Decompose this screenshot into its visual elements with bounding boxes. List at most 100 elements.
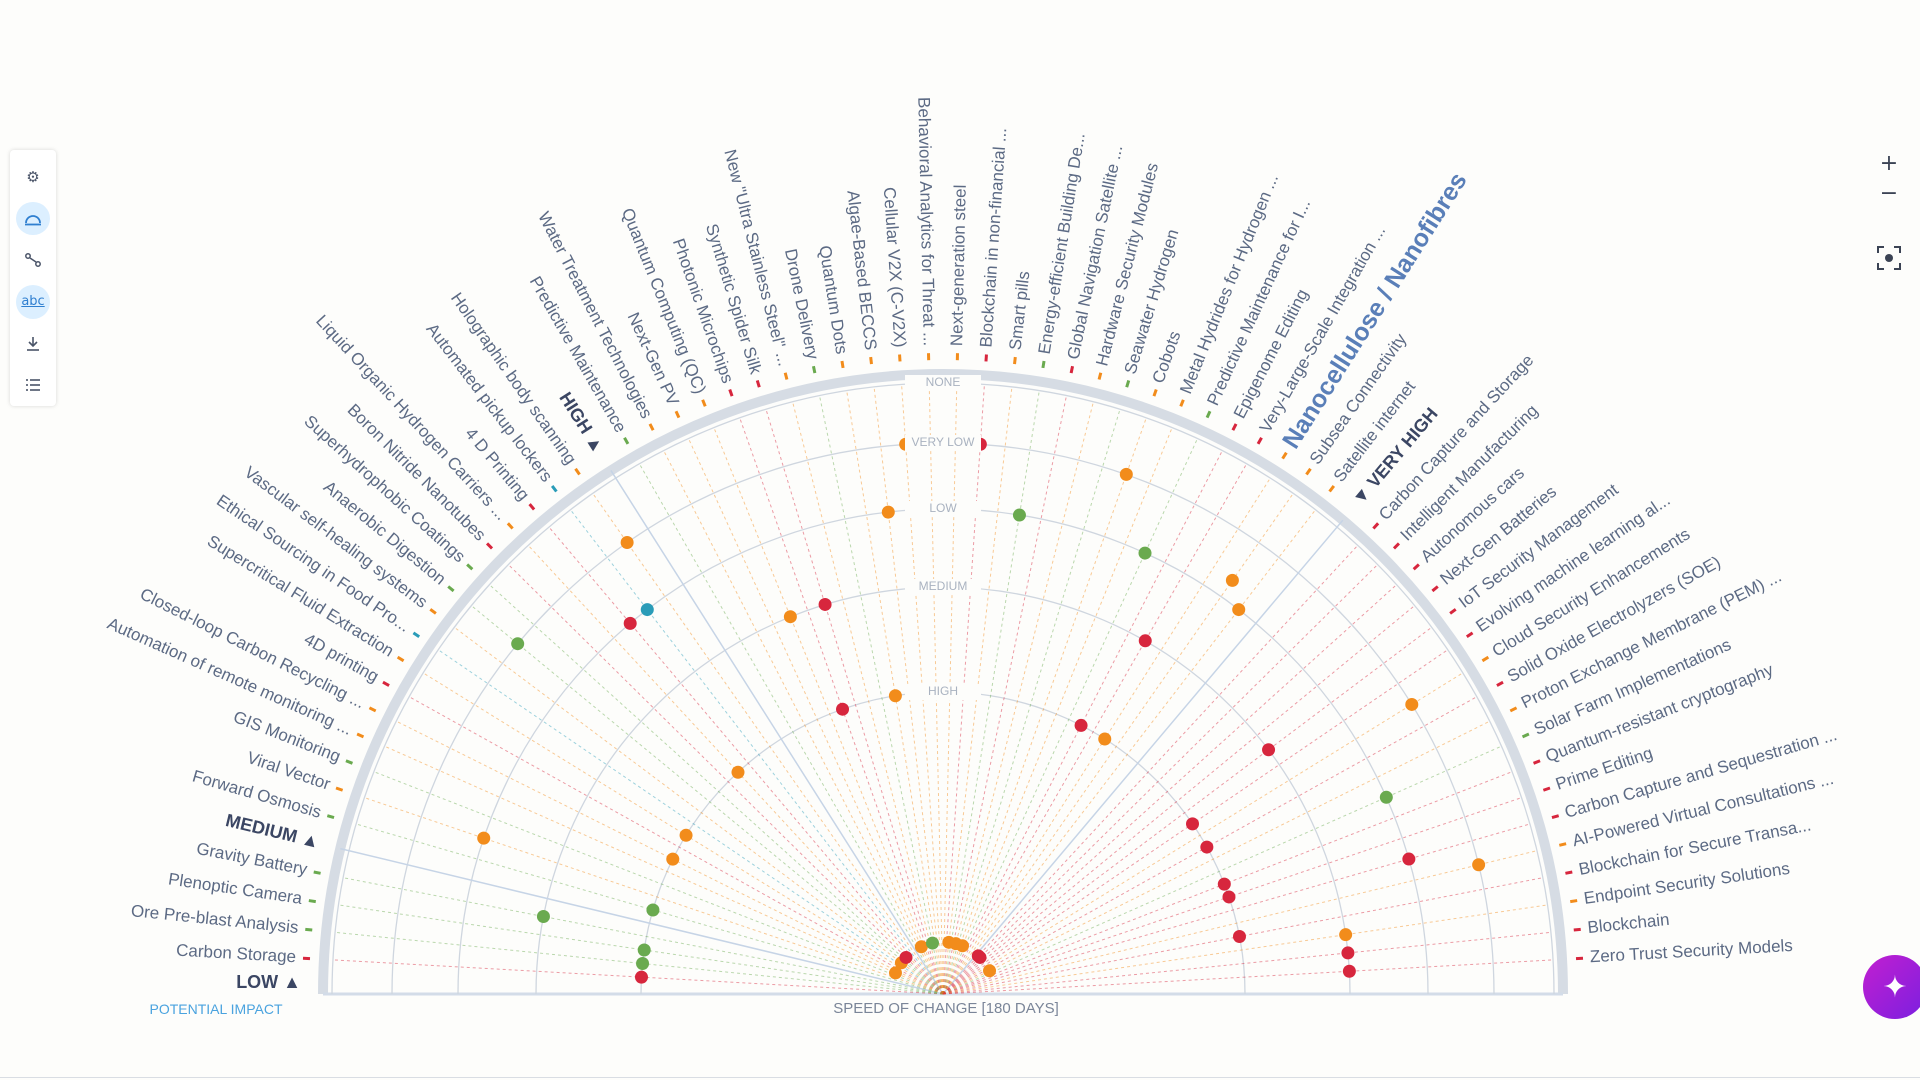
item-label[interactable]: Carbon Storage: [176, 941, 297, 967]
item-tick: [1013, 356, 1017, 365]
gear-icon: ⚙: [26, 168, 40, 186]
data-point[interactable]: [634, 970, 648, 984]
data-point[interactable]: [1138, 634, 1152, 648]
data-point[interactable]: [1472, 858, 1486, 872]
item-spoke: [942, 745, 1503, 995]
connections-button[interactable]: [16, 243, 50, 277]
data-point[interactable]: [881, 505, 895, 519]
item-spoke: [942, 904, 1549, 995]
data-point[interactable]: [783, 610, 797, 624]
item-tick: [1179, 399, 1185, 407]
item-label[interactable]: Cobots: [1149, 329, 1185, 386]
data-point[interactable]: [818, 597, 832, 611]
item-spoke: [713, 426, 944, 995]
item-label[interactable]: Quantum Dots: [815, 244, 851, 355]
data-point[interactable]: [1225, 573, 1239, 587]
data-point[interactable]: [925, 936, 939, 950]
data-point[interactable]: [511, 637, 525, 651]
data-point[interactable]: [536, 910, 550, 924]
item-spoke: [942, 416, 1148, 995]
item-label[interactable]: Plenoptic Camera: [167, 869, 304, 908]
item-tick: [1551, 814, 1560, 820]
item-label[interactable]: Behavioral Analytics for Threat ...: [914, 97, 939, 347]
fit-view-button[interactable]: [1876, 245, 1902, 271]
data-point[interactable]: [1217, 877, 1231, 891]
data-point[interactable]: [1012, 508, 1026, 522]
data-point[interactable]: [1200, 840, 1214, 854]
item-tick: [1097, 372, 1103, 380]
item-spoke: [383, 745, 944, 995]
item-spoke: [942, 492, 1295, 995]
item-tick: [869, 356, 873, 365]
item-spoke: [942, 426, 1173, 995]
item-spoke: [687, 437, 944, 995]
data-point[interactable]: [1232, 930, 1246, 944]
data-point[interactable]: [646, 903, 660, 917]
radar-view-button[interactable]: [16, 201, 50, 236]
data-point[interactable]: [666, 852, 680, 866]
item-label[interactable]: Blockchain in non-financial ...: [976, 127, 1010, 348]
data-point[interactable]: [1074, 718, 1088, 732]
item-spoke: [942, 849, 1539, 995]
data-point[interactable]: [1405, 697, 1419, 711]
item-spoke: [638, 462, 944, 995]
item-spoke: [942, 583, 1398, 995]
data-point[interactable]: [1222, 890, 1236, 904]
item-label[interactable]: Next-generation steel: [947, 184, 970, 346]
data-point[interactable]: [1098, 732, 1112, 746]
item-tick: [1558, 842, 1567, 847]
item-spoke: [942, 823, 1531, 995]
zoom-out-button[interactable]: −: [1879, 180, 1899, 206]
download-button[interactable]: [16, 327, 50, 361]
item-label[interactable]: Zero Trust Security Models: [1589, 936, 1793, 966]
data-point[interactable]: [1119, 467, 1133, 481]
item-tick: [701, 399, 707, 407]
data-point[interactable]: [679, 828, 693, 842]
data-point[interactable]: [1379, 790, 1393, 804]
zoom-in-button[interactable]: +: [1879, 150, 1899, 176]
data-point[interactable]: [888, 966, 902, 980]
item-label[interactable]: Smart pills: [1006, 270, 1034, 351]
data-point[interactable]: [983, 964, 997, 978]
data-point[interactable]: [731, 765, 745, 779]
data-point[interactable]: [888, 689, 902, 703]
settings-button[interactable]: ⚙: [16, 160, 50, 194]
data-point[interactable]: [836, 702, 850, 716]
item-tick: [648, 423, 655, 431]
list-icon: [26, 379, 40, 391]
data-point[interactable]: [1262, 743, 1276, 757]
item-tick: [1041, 360, 1046, 369]
data-point[interactable]: [1138, 546, 1152, 560]
data-point[interactable]: [1402, 852, 1416, 866]
data-point[interactable]: [1341, 946, 1355, 960]
data-point[interactable]: [914, 940, 928, 954]
data-point[interactable]: [1186, 817, 1200, 831]
data-point[interactable]: [955, 939, 969, 953]
item-spoke: [942, 604, 1416, 995]
data-point[interactable]: [636, 957, 650, 971]
data-point[interactable]: [623, 616, 637, 630]
item-labels: Carbon Storage Ore Pre-blast AnalysisPlen…: [105, 97, 1840, 992]
data-point[interactable]: [1342, 964, 1356, 978]
data-point[interactable]: [640, 603, 654, 617]
item-label[interactable]: Cellular V2X (C-V2X): [880, 187, 910, 349]
download-icon: [27, 336, 39, 351]
item-tick: [755, 380, 761, 388]
list-button[interactable]: [16, 368, 50, 402]
data-point[interactable]: [899, 950, 913, 964]
item-spoke: [818, 394, 944, 995]
data-point[interactable]: [620, 536, 634, 550]
ai-assistant-button[interactable]: ✦: [1863, 955, 1920, 1019]
labels-button[interactable]: abc: [16, 285, 50, 319]
ring-label-bg: [905, 684, 981, 700]
data-point[interactable]: [973, 950, 987, 964]
item-label[interactable]: Algae-Based BECCS: [843, 189, 880, 351]
ring-label: VERY LOW: [912, 435, 976, 449]
item-label[interactable]: Blockchain: [1587, 910, 1671, 937]
data-point[interactable]: [477, 831, 491, 845]
data-point[interactable]: [637, 943, 651, 957]
data-point[interactable]: [1339, 928, 1353, 942]
labels-icon: abc: [21, 294, 45, 310]
data-point[interactable]: [1232, 603, 1246, 617]
item-label[interactable]: Ore Pre-blast Analysis: [130, 901, 299, 937]
